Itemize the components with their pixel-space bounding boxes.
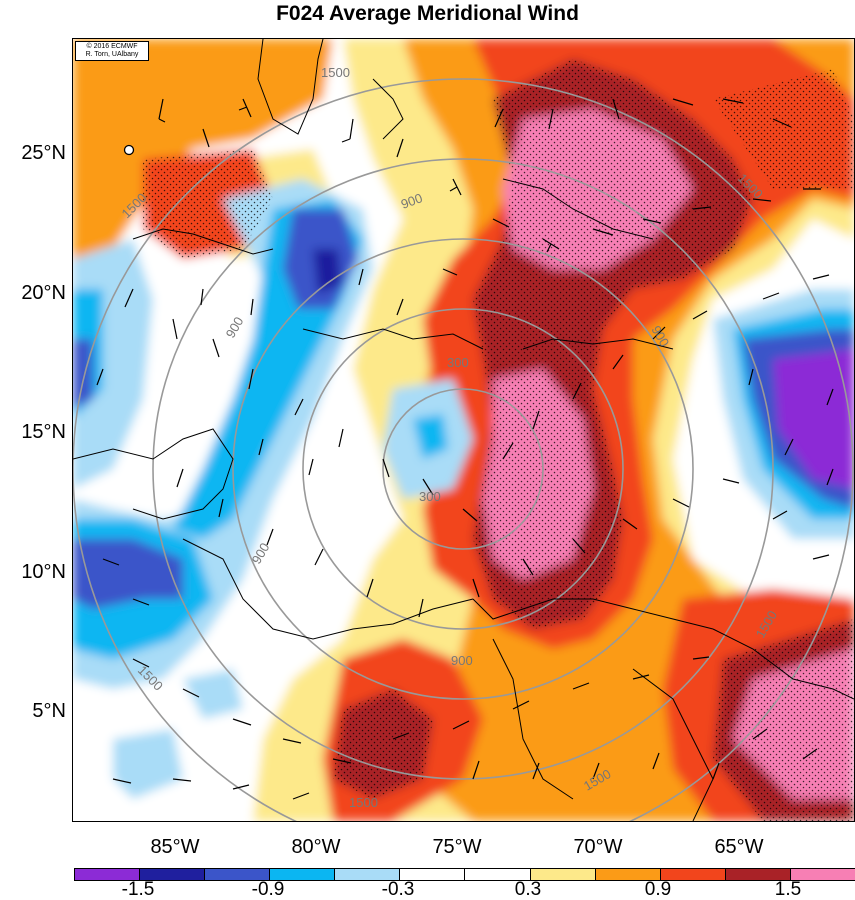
colorbar <box>74 868 855 881</box>
stipple-overlay <box>143 59 854 821</box>
contour-label: 900 <box>451 653 473 668</box>
lat-label: 25°N <box>21 142 66 164</box>
lon-label: 85°W <box>150 836 200 858</box>
colorbar-label: 0.9 <box>644 879 672 900</box>
colorbar-label: -0.3 <box>381 879 415 900</box>
colorbar-label: -1.5 <box>121 879 155 900</box>
colorbar-swatch <box>270 869 336 880</box>
height-contours <box>73 78 854 821</box>
lat-label: 10°N <box>21 561 66 583</box>
lon-label: 75°W <box>432 836 482 858</box>
credit-box: © 2016 ECMWF R. Torn, UAlbany <box>75 41 149 61</box>
map-field: 1500 1500 900 900 300 300 900 900 1500 1… <box>73 39 854 821</box>
contour-label: 300 <box>447 355 469 370</box>
colorbar-label: 1.5 <box>774 879 802 900</box>
colorbar-label: 0.3 <box>514 879 542 900</box>
contour-label: 1500 <box>349 795 378 810</box>
contour-label: 1500 <box>321 65 350 80</box>
lat-label: 5°N <box>32 700 66 722</box>
lat-label: 15°N <box>21 421 66 443</box>
lat-label: 20°N <box>21 282 66 304</box>
credit-line: R. Torn, UAlbany <box>85 51 139 58</box>
map-plot-area: 1500 1500 900 900 300 300 900 900 1500 1… <box>72 38 855 822</box>
colorbar-swatch <box>140 869 206 880</box>
lon-label: 80°W <box>291 836 341 858</box>
coastlines <box>73 39 854 821</box>
lon-label: 65°W <box>714 836 764 858</box>
colorbar-swatch <box>400 869 466 880</box>
colorbar-swatch <box>75 869 141 880</box>
contour-label: 300 <box>419 489 441 504</box>
colorbar-swatch <box>465 869 531 880</box>
lon-label: 70°W <box>573 836 623 858</box>
colorbar-swatch <box>660 869 726 880</box>
colorbar-swatch <box>725 869 791 880</box>
contour-label: 900 <box>399 190 425 212</box>
station-marker <box>123 144 135 156</box>
colorbar-swatch <box>530 869 596 880</box>
colorbar-swatch <box>790 869 855 880</box>
colorbar-swatch <box>595 869 661 880</box>
credit-line: © 2016 ECMWF <box>86 43 138 50</box>
colorbar-swatch <box>205 869 271 880</box>
map-title: F024 Average Meridional Wind <box>276 2 579 25</box>
colorbar-label: -0.9 <box>251 879 285 900</box>
wind-barbs <box>96 98 834 800</box>
colorbar-swatch <box>335 869 401 880</box>
